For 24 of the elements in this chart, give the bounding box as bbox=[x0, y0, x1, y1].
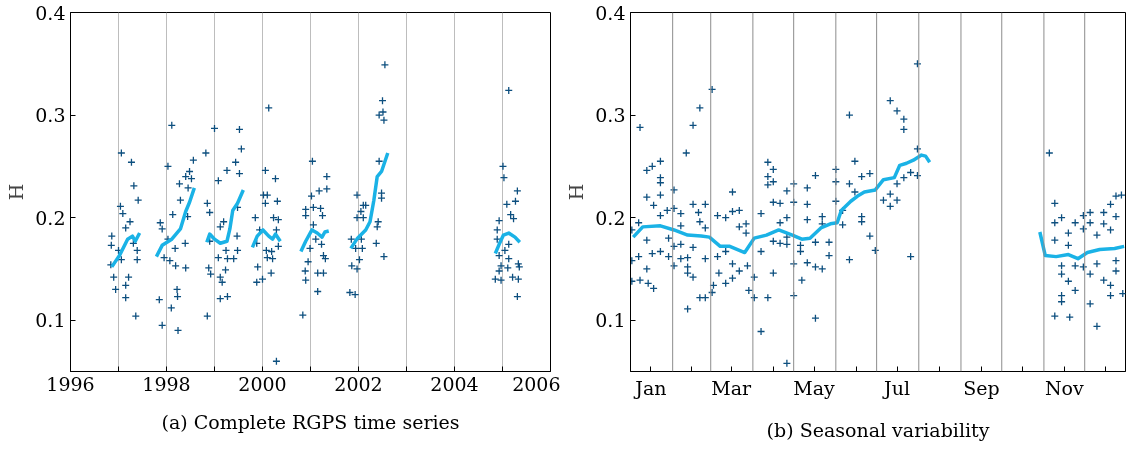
x-tick-label: Jan bbox=[633, 376, 667, 399]
x-tick-label: Nov bbox=[1044, 376, 1084, 399]
x-tick-label: 2006 bbox=[512, 372, 561, 395]
y-tick-label: 0.3 bbox=[35, 104, 66, 127]
text: (a) Complete RGPS time series bbox=[161, 410, 460, 433]
x-tick-label: 2004 bbox=[430, 372, 479, 395]
y-axis-title: H bbox=[565, 183, 588, 201]
y-tick-label: 0.2 bbox=[35, 206, 66, 229]
x-tick-label: Sep bbox=[963, 376, 1000, 399]
x-tick-label: Jul bbox=[882, 376, 911, 399]
x-tick-label: 1998 bbox=[142, 372, 191, 395]
y-tick-label: 0.1 bbox=[35, 309, 66, 332]
x-tick-label: 2002 bbox=[334, 372, 383, 395]
y-tick-label: 0.2 bbox=[595, 206, 626, 229]
y-tick-label: 0.4 bbox=[595, 1, 626, 24]
x-tick-label: Mar bbox=[711, 376, 752, 399]
y-tick-label: 0.4 bbox=[35, 1, 66, 24]
y-axis-title: H bbox=[5, 183, 28, 201]
x-tick-label: 1996 bbox=[46, 372, 95, 395]
y-tick-label: 0.3 bbox=[595, 104, 626, 127]
x-tick-label: 2000 bbox=[238, 372, 287, 395]
y-tick-label: 0.1 bbox=[595, 309, 626, 332]
x-tick-label: May bbox=[793, 376, 836, 399]
text: (b) Seasonal variability bbox=[766, 418, 990, 441]
